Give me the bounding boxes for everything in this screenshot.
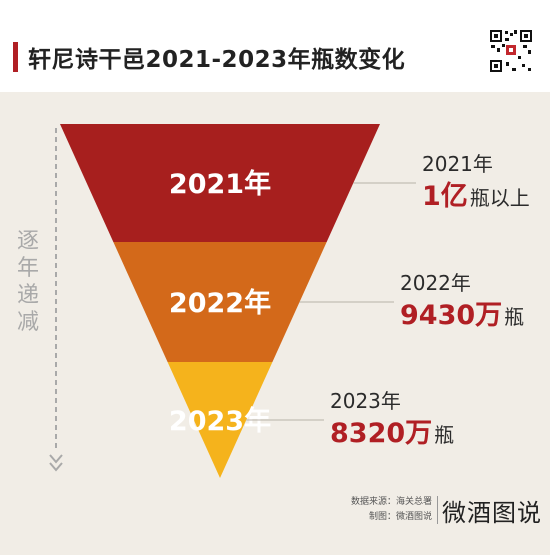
- funnel-label: 2023年: [169, 405, 271, 437]
- annotation-year: 2021年: [422, 152, 493, 176]
- data-source: 数据来源：海关总署 制图：微酒图说: [336, 495, 432, 525]
- brand-logo: 微酒图说: [442, 499, 542, 527]
- source-text: 数据来源：海关总署: [350, 497, 432, 507]
- annotation-value: 1亿 瓶以上: [422, 181, 530, 212]
- trend-chevron-icon: [49, 462, 63, 472]
- trend-label-char: 逐: [16, 229, 39, 254]
- header: 轩尼诗干邑2021-2023年瓶数变化: [0, 0, 550, 92]
- funnel-segment-1: [60, 124, 380, 242]
- title-accent-bar: [13, 42, 18, 72]
- annotation-value: 9430万瓶: [400, 300, 524, 331]
- funnel-segment-2: [113, 242, 327, 362]
- funnel-label: 2022年: [169, 287, 271, 319]
- trend-label-char: 年: [16, 256, 39, 281]
- maker-text: 制图：微酒图说: [368, 512, 432, 522]
- annotation-value: 8320万瓶: [330, 418, 454, 449]
- funnel-label: 2021年: [169, 168, 271, 200]
- trend-label: 逐 年 递 减: [16, 228, 40, 336]
- footer-divider: [437, 496, 438, 524]
- qr-code-icon: [488, 28, 534, 74]
- trend-label-char: 递: [16, 283, 39, 308]
- annotation-year: 2022年: [400, 271, 471, 295]
- annotation-year: 2023年: [330, 389, 401, 413]
- page-title: 轩尼诗干邑2021-2023年瓶数变化: [28, 47, 406, 73]
- trend-label-char: 减: [16, 310, 39, 335]
- trend-chevron-icon: [49, 454, 63, 464]
- funnel-segment-3: [167, 362, 273, 478]
